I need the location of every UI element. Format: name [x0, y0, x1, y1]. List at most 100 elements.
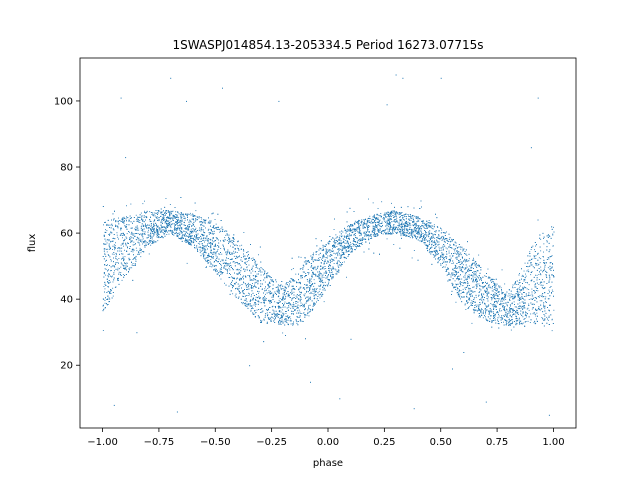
data-point: [501, 322, 502, 323]
data-point: [110, 240, 112, 242]
data-point: [253, 286, 254, 287]
data-point: [354, 222, 356, 224]
data-point: [204, 254, 206, 256]
data-point: [485, 313, 486, 315]
data-point: [347, 229, 349, 231]
data-point: [315, 275, 317, 277]
data-point: [478, 283, 480, 285]
data-point: [283, 289, 285, 291]
data-point: [306, 300, 308, 301]
data-point: [419, 227, 420, 229]
data-point: [300, 292, 302, 294]
data-point: [428, 220, 430, 221]
data-point: [458, 266, 460, 268]
data-point: [510, 329, 512, 331]
data-point: [126, 233, 128, 235]
data-point: [415, 230, 417, 232]
data-point: [189, 219, 191, 221]
data-point: [305, 262, 307, 264]
data-point: [452, 285, 454, 287]
data-point: [257, 267, 259, 269]
data-point: [191, 235, 193, 237]
data-point: [459, 282, 461, 284]
data-point: [290, 323, 292, 325]
data-point: [372, 222, 374, 224]
data-point: [538, 284, 540, 285]
data-point: [126, 205, 127, 207]
data-point: [192, 231, 194, 233]
data-point: [499, 308, 501, 309]
data-point: [498, 287, 500, 289]
data-point: [299, 311, 301, 313]
data-point: [287, 286, 289, 288]
data-point: [343, 261, 345, 263]
data-point: [302, 271, 304, 273]
data-point: [506, 308, 507, 310]
data-point: [461, 266, 463, 268]
data-point: [358, 239, 359, 241]
data-point: [409, 237, 411, 239]
data-point: [321, 277, 323, 279]
data-point: [111, 290, 112, 292]
data-point: [418, 233, 420, 234]
data-point: [442, 235, 444, 237]
data-point: [470, 304, 472, 306]
data-point: [295, 301, 296, 303]
data-point: [154, 212, 156, 214]
data-point: [268, 299, 270, 301]
data-point: [285, 313, 287, 314]
data-point: [278, 320, 280, 322]
data-point: [208, 254, 209, 256]
data-point: [432, 235, 434, 236]
data-point: [451, 238, 452, 240]
data-point: [487, 298, 489, 300]
data-point: [107, 304, 109, 305]
data-point: [481, 297, 483, 299]
data-point: [517, 284, 519, 285]
data-point: [250, 310, 252, 312]
data-point: [262, 298, 264, 300]
data-point: [511, 319, 512, 321]
data-point: [361, 233, 362, 235]
data-point: [121, 253, 122, 255]
data-point: [512, 314, 513, 316]
data-point: [236, 257, 238, 259]
data-point: [456, 289, 458, 291]
data-point: [208, 228, 210, 230]
data-point: [481, 285, 483, 287]
data-point: [410, 235, 412, 236]
data-point: [411, 257, 413, 259]
data-point: [442, 257, 444, 258]
data-point: [332, 266, 334, 268]
data-point: [228, 263, 230, 265]
data-point: [288, 318, 289, 319]
data-point: [163, 226, 165, 228]
data-point: [161, 214, 163, 215]
data-point: [431, 236, 433, 237]
data-point: [535, 315, 537, 317]
data-point: [543, 287, 545, 289]
data-point: [144, 212, 145, 213]
data-point: [280, 301, 281, 303]
data-point: [140, 252, 142, 254]
data-point: [507, 317, 509, 318]
data-point: [470, 293, 472, 295]
data-point: [473, 257, 474, 259]
data-point: [354, 222, 355, 224]
data-point: [303, 312, 305, 314]
data-point: [111, 275, 113, 277]
data-point: [458, 251, 460, 253]
data-point: [498, 298, 500, 299]
data-point: [361, 244, 363, 245]
data-point: [187, 241, 189, 243]
data-point: [511, 312, 513, 313]
data-point: [158, 217, 160, 218]
data-point: [535, 255, 537, 257]
data-point: [180, 218, 182, 219]
data-point: [117, 227, 119, 229]
data-point: [512, 298, 513, 300]
data-point: [196, 217, 198, 218]
data-point: [256, 276, 258, 277]
data-point: [199, 221, 200, 223]
data-point: [123, 245, 124, 247]
